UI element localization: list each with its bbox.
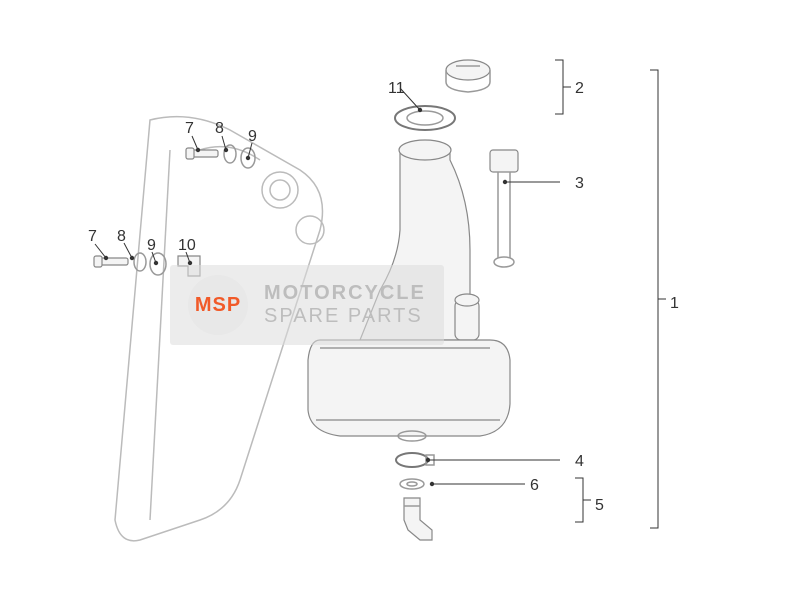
gasket-ring xyxy=(395,106,455,130)
diagram-stage: MSP MOTORCYCLE SPARE PARTS 1 2 3 4 5 6 7 8 9 7 8 9 1… xyxy=(0,0,800,603)
callout-6: 6 xyxy=(530,477,539,495)
callout-11: 11 xyxy=(388,80,405,98)
callout-2: 2 xyxy=(575,80,584,98)
callout-3: 3 xyxy=(575,175,584,193)
cap xyxy=(446,60,490,92)
watermark: MSP MOTORCYCLE SPARE PARTS xyxy=(170,265,444,345)
callout-9: 9 xyxy=(248,128,257,146)
callout-7: 7 xyxy=(185,120,194,138)
outlet-fitting xyxy=(404,498,432,540)
callout-10: 10 xyxy=(178,237,196,255)
callout-7: 7 xyxy=(88,228,97,246)
watermark-line1: MOTORCYCLE xyxy=(264,282,426,305)
level-sensor xyxy=(490,150,518,267)
watermark-text: MOTORCYCLE SPARE PARTS xyxy=(264,282,426,328)
watermark-badge: MSP xyxy=(188,275,248,335)
watermark-line2: SPARE PARTS xyxy=(264,305,426,328)
watermark-badge-text: MSP xyxy=(195,294,241,317)
fastener-set-top xyxy=(186,145,255,168)
callout-4: 4 xyxy=(575,453,584,471)
callout-8: 8 xyxy=(117,228,126,246)
callout-1: 1 xyxy=(670,295,679,313)
callout-9: 9 xyxy=(147,237,156,255)
callout-8: 8 xyxy=(215,120,224,138)
washer xyxy=(400,479,424,489)
callout-5: 5 xyxy=(595,497,604,515)
